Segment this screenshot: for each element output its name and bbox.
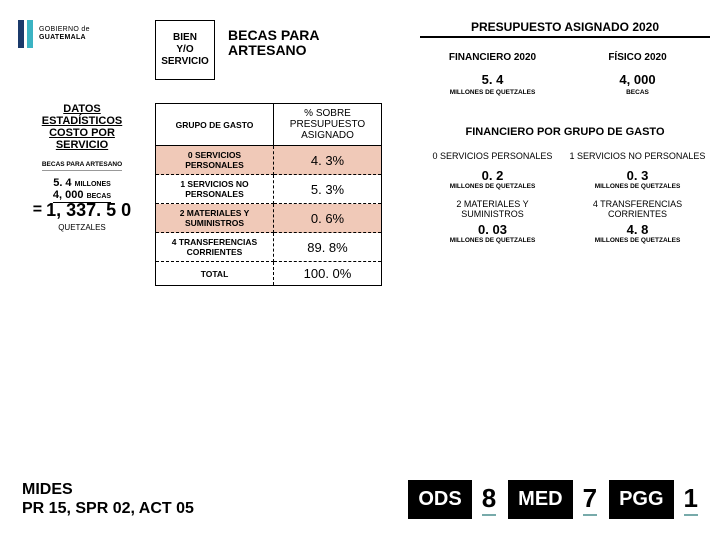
- datos-result: 1, 337. 5 0: [46, 201, 131, 219]
- footer-mides: MIDES: [22, 480, 194, 499]
- presup-fin-value: 5. 4: [420, 70, 565, 89]
- presupuesto-grid: FINANCIERO 2020 5. 4 MILLONES DE QUETZAL…: [420, 44, 710, 98]
- badge-number: 8: [472, 477, 506, 522]
- equals-sign: =: [33, 201, 42, 219]
- datos-subtitle: BECAS PARA ARTESANO: [42, 161, 122, 171]
- presup-fisico: FÍSICO 2020 4, 000 BECAS: [565, 44, 710, 98]
- footer-pr: PR 15, SPR 02, ACT 05: [22, 499, 194, 518]
- bien-l3: SERVICIO: [161, 56, 209, 68]
- table-header-percent: % SOBRE PRESUPUESTO ASIGNADO: [274, 104, 382, 146]
- badge-label: MED: [508, 480, 572, 519]
- table-row: 4 TRANSFERENCIAS CORRIENTES89. 8%: [156, 233, 382, 262]
- badge-pgg: PGG1: [609, 477, 708, 522]
- fin-label: 0 SERVICIOS PERSONALES: [424, 146, 561, 168]
- datos-estadisticos: DATOS ESTADÍSTICOS COSTO POR SERVICIO BE…: [22, 103, 142, 232]
- table-cell-grupo: TOTAL: [156, 262, 274, 286]
- bien-l2: Y/O: [176, 44, 193, 56]
- badge-number: 7: [573, 477, 607, 522]
- table-cell-percent: 100. 0%: [274, 262, 382, 286]
- fin-value: 0. 03: [424, 222, 561, 237]
- fin-label: 1 SERVICIOS NO PERSONALES: [569, 146, 706, 168]
- table-row: 1 SERVICIOS NO PERSONALES5. 3%: [156, 175, 382, 204]
- table-cell-percent: 89. 8%: [274, 233, 382, 262]
- fin-cell: 2 MATERIALES Y SUMINISTROS0. 03MILLONES …: [420, 196, 565, 250]
- datos-millones-val: 5. 4: [53, 177, 71, 189]
- bien-servicio-box: BIEN Y/O SERVICIO: [155, 20, 215, 80]
- fin-value: 4. 8: [569, 222, 706, 237]
- footer-badges: ODS8MED7PGG1: [408, 477, 708, 522]
- badge-ods: ODS8: [408, 477, 506, 522]
- table-cell-percent: 5. 3%: [274, 175, 382, 204]
- table-cell-grupo: 1 SERVICIOS NO PERSONALES: [156, 175, 274, 204]
- logo-line1: GOBIERNO de: [39, 26, 90, 34]
- datos-becas-unit: BECAS: [87, 193, 112, 200]
- table-cell-percent: 4. 3%: [274, 146, 382, 175]
- presup-financiero: FINANCIERO 2020 5. 4 MILLONES DE QUETZAL…: [420, 44, 565, 98]
- fin-unit: MILLONES DE QUETZALES: [569, 237, 706, 244]
- presup-fin-unit: MILLONES DE QUETZALES: [420, 89, 565, 98]
- fin-unit: MILLONES DE QUETZALES: [569, 183, 706, 190]
- fin-cell: 0 SERVICIOS PERSONALES0. 2MILLONES DE QU…: [420, 144, 565, 196]
- footer-codes: MIDES PR 15, SPR 02, ACT 05: [22, 480, 194, 518]
- financiero-grupo-grid: 0 SERVICIOS PERSONALES0. 2MILLONES DE QU…: [420, 144, 710, 250]
- logo-text: GOBIERNO de GUATEMALA: [39, 26, 90, 41]
- presup-fis-value: 4, 000: [565, 70, 710, 89]
- presup-fin-header: FINANCIERO 2020: [420, 44, 565, 70]
- fin-cell: 4 TRANSFERENCIAS CORRIENTES4. 8MILLONES …: [565, 196, 710, 250]
- fin-unit: MILLONES DE QUETZALES: [424, 237, 561, 244]
- table-cell-grupo: 2 MATERIALES Y SUMINISTROS: [156, 204, 274, 233]
- page-title: BECAS PARA ARTESANO: [228, 28, 368, 59]
- fin-label: 2 MATERIALES Y SUMINISTROS: [424, 198, 561, 222]
- datos-title: DATOS ESTADÍSTICOS COSTO POR SERVICIO: [22, 103, 142, 151]
- badge-label: PGG: [609, 480, 673, 519]
- fin-label: 4 TRANSFERENCIAS CORRIENTES: [569, 198, 706, 222]
- financiero-grupo-title: FINANCIERO POR GRUPO DE GASTO: [420, 126, 710, 138]
- table-header-grupo: GRUPO DE GASTO: [156, 104, 274, 146]
- fin-cell: 1 SERVICIOS NO PERSONALES0. 3MILLONES DE…: [565, 144, 710, 196]
- table-cell-grupo: 4 TRANSFERENCIAS CORRIENTES: [156, 233, 274, 262]
- table-row: 0 SERVICIOS PERSONALES4. 3%: [156, 146, 382, 175]
- datos-millones: 5. 4 MILLONES: [22, 177, 142, 189]
- presupuesto-title: PRESUPUESTO ASIGNADO 2020: [420, 18, 710, 38]
- bien-l1: BIEN: [173, 32, 197, 44]
- fin-value: 0. 3: [569, 168, 706, 183]
- grupo-gasto-table: GRUPO DE GASTO % SOBRE PRESUPUESTO ASIGN…: [155, 103, 382, 286]
- datos-millones-unit: MILLONES: [75, 181, 111, 188]
- presup-fis-header: FÍSICO 2020: [565, 44, 710, 70]
- table-row: 2 MATERIALES Y SUMINISTROS0. 6%: [156, 204, 382, 233]
- fin-value: 0. 2: [424, 168, 561, 183]
- table-cell-percent: 0. 6%: [274, 204, 382, 233]
- badge-number: 1: [674, 477, 708, 522]
- table-cell-grupo: 0 SERVICIOS PERSONALES: [156, 146, 274, 175]
- table-row: TOTAL100. 0%: [156, 262, 382, 286]
- fin-unit: MILLONES DE QUETZALES: [424, 183, 561, 190]
- presup-fis-unit: BECAS: [565, 89, 710, 98]
- gov-logo: GOBIERNO de GUATEMALA: [18, 20, 90, 48]
- badge-med: MED7: [508, 477, 607, 522]
- badge-label: ODS: [408, 480, 471, 519]
- logo-line2: GUATEMALA: [39, 34, 90, 42]
- datos-quetzales: QUETZALES: [22, 223, 142, 232]
- logo-bars-icon: [18, 20, 33, 48]
